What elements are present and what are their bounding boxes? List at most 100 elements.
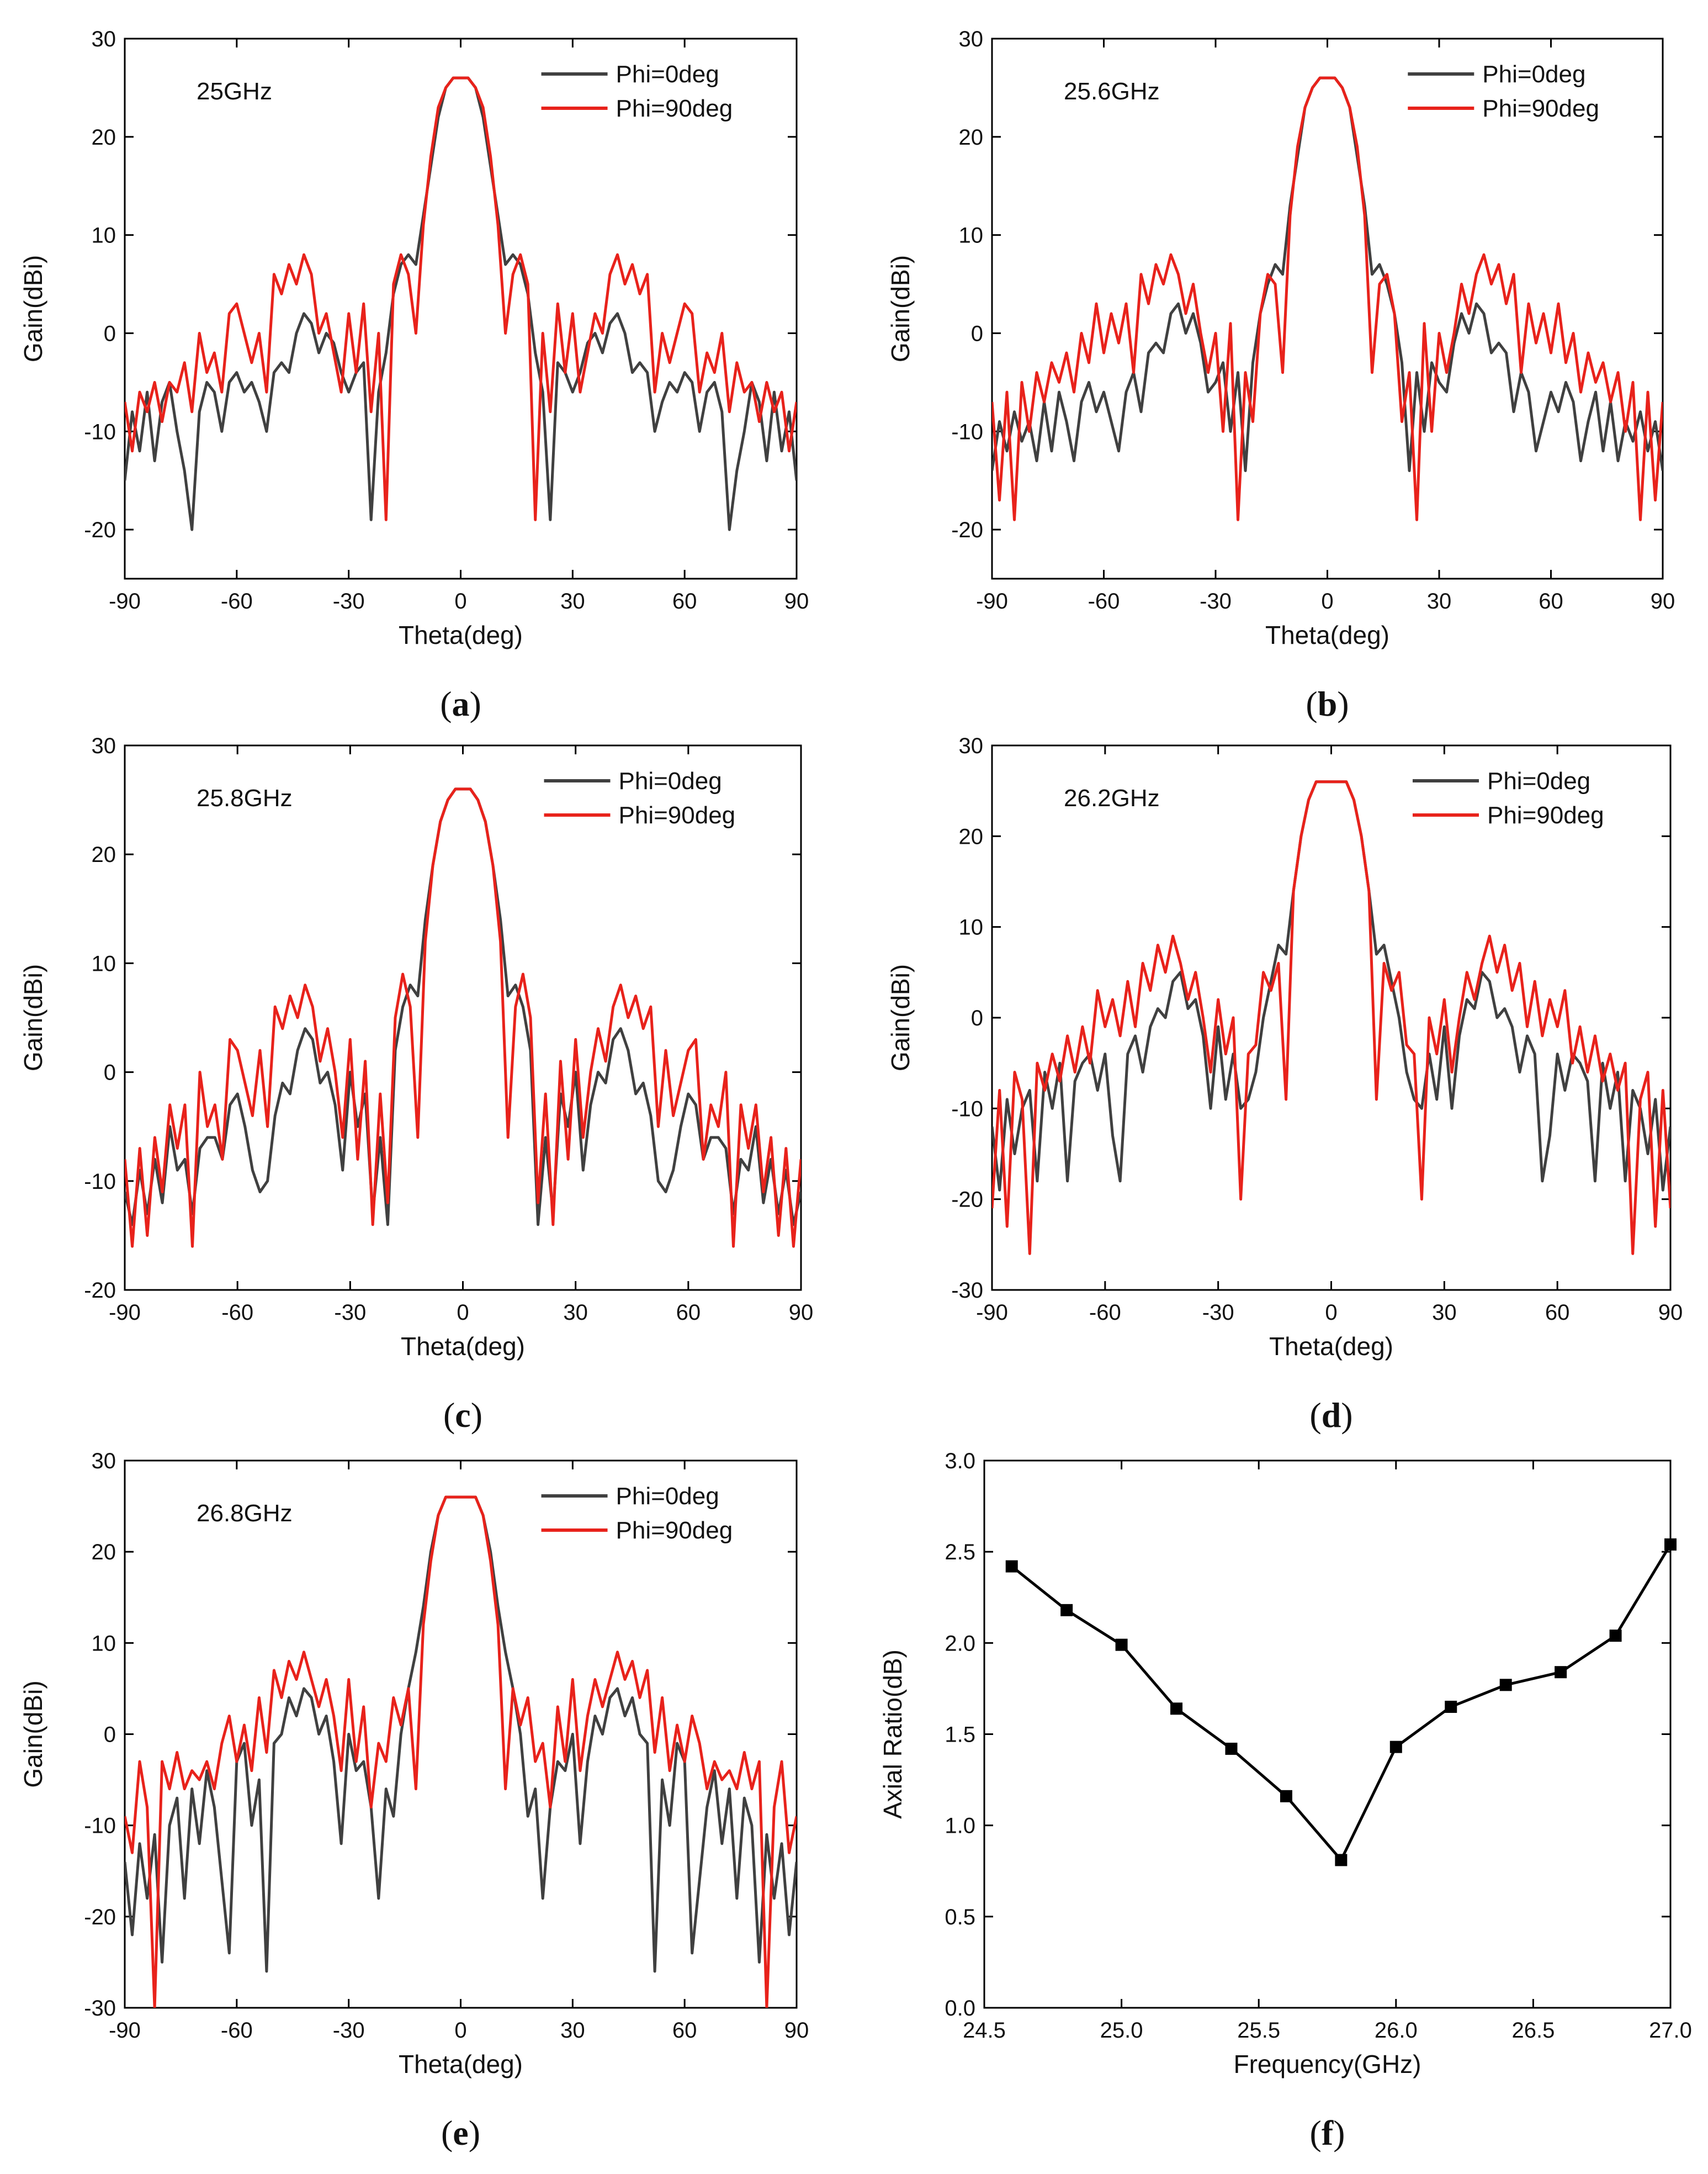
x-tick-label: 90 <box>789 1300 814 1325</box>
x-tick-label: 90 <box>1651 589 1675 613</box>
x-tick-label: -90 <box>976 589 1008 613</box>
panel-label-open: ( <box>1310 2113 1322 2152</box>
panel-label: (d) <box>1309 1395 1352 1435</box>
y-tick-label: -10 <box>84 420 116 444</box>
x-tick-label: -30 <box>333 589 365 613</box>
y-tick-label: 0.5 <box>945 1905 975 1929</box>
data-point <box>1389 1741 1402 1753</box>
panel-d: -90 -60 -30 0 30 60 90 -30 -20 -10 0 10 20 30 Theta(de… <box>886 734 1683 1435</box>
x-tick-label: 26.5 <box>1511 2018 1555 2043</box>
y-tick-label: -20 <box>951 1188 983 1212</box>
legend-entry: Phi=90deg <box>616 1517 733 1544</box>
x-tick-label: -90 <box>109 589 141 613</box>
panel-label-letter: b <box>1318 684 1338 723</box>
series-line-phi-90deg <box>125 1495 797 2008</box>
data-point <box>1280 1790 1292 1802</box>
x-tick-label: -30 <box>1202 1300 1234 1325</box>
y-tick-label: -20 <box>951 518 983 542</box>
data-point <box>1664 1538 1677 1551</box>
plot-frame <box>983 1459 1672 2009</box>
y-tick-label: 1.0 <box>945 1814 975 1838</box>
data-point <box>1225 1742 1238 1755</box>
y-tick-label: -30 <box>951 1278 983 1303</box>
y-tick-label: 20 <box>92 125 116 150</box>
x-tick-label: -60 <box>221 2018 253 2043</box>
y-axis-title: Gain(dBi) <box>19 1680 47 1787</box>
x-tick-label: -60 <box>221 589 253 613</box>
x-tick-label: 30 <box>563 1300 588 1325</box>
x-axis-title: Theta(deg) <box>399 2050 523 2078</box>
panel-label-close: ) <box>1341 1395 1352 1435</box>
y-tick-label: 3.0 <box>945 1449 975 1473</box>
x-tick-label: 60 <box>1539 589 1563 613</box>
x-tick-label: -90 <box>109 1300 141 1325</box>
panel-f: 24.5 25.0 25.5 26.0 26.5 27.0 0.0 0.5 1.0 1.5 2.0 2… <box>878 1449 1692 2152</box>
y-tick-label: -20 <box>84 1905 116 1929</box>
y-tick-label: 20 <box>92 843 116 867</box>
x-tick-label: -30 <box>333 2018 365 2043</box>
legend-entry: Phi=0deg <box>616 61 719 88</box>
frequency-label: 25GHz <box>197 78 272 105</box>
legend-entry: Phi=0deg <box>619 768 722 795</box>
data-point <box>1335 1854 1348 1866</box>
y-tick-label: -10 <box>84 1170 116 1194</box>
x-tick-label: -60 <box>1089 1300 1121 1325</box>
panel-label-close: ) <box>470 684 481 723</box>
series-line-phi-90deg <box>125 76 797 521</box>
x-tick-label: 25.0 <box>1100 2018 1143 2043</box>
x-tick-label: 60 <box>676 1300 701 1325</box>
x-axis-title: Theta(deg) <box>1265 621 1389 649</box>
y-axis-title: Gain(dBi) <box>886 964 915 1071</box>
x-tick-label: -30 <box>1200 589 1232 613</box>
x-tick-label: 0 <box>454 589 466 613</box>
y-tick-label: 0.0 <box>945 1996 975 2020</box>
panel-label: (f) <box>1310 2113 1345 2152</box>
panel-label: (b) <box>1306 684 1349 723</box>
panel-label-open: ( <box>443 1395 455 1435</box>
panel-label: (e) <box>441 2113 480 2152</box>
legend-entry: Phi=90deg <box>1487 802 1604 829</box>
x-tick-label: 25.5 <box>1237 2018 1280 2043</box>
x-tick-label: 30 <box>560 589 585 613</box>
panel-label-open: ( <box>441 2113 453 2152</box>
legend-entry: Phi=90deg <box>1482 95 1599 122</box>
y-tick-label: -10 <box>951 1097 983 1121</box>
x-axis-title: Frequency(GHz) <box>1234 2050 1421 2078</box>
plot-area <box>125 787 801 1248</box>
y-tick-label: 20 <box>959 125 984 150</box>
panel-label-open: ( <box>1309 1395 1321 1435</box>
y-tick-label: 2.5 <box>945 1540 975 1564</box>
x-tick-label: 90 <box>1658 1300 1683 1325</box>
y-tick-label: 10 <box>959 916 984 940</box>
panel-e: -90 -60 -30 0 30 60 90 -30 -20 -10 0 10 20 30 Theta(de… <box>19 1449 809 2152</box>
plot-area <box>992 780 1670 1255</box>
y-tick-label: 0 <box>971 1006 983 1030</box>
x-tick-label: -60 <box>221 1300 253 1325</box>
x-tick-label: 30 <box>560 2018 585 2043</box>
x-tick-label: 27.0 <box>1649 2018 1692 2043</box>
x-tick-label: 60 <box>1545 1300 1570 1325</box>
series-line-phi-90deg <box>992 76 1663 521</box>
x-tick-label: 30 <box>1432 1300 1457 1325</box>
panel-label-open: ( <box>440 684 452 723</box>
x-tick-label: -60 <box>1088 589 1120 613</box>
frequency-label: 26.2GHz <box>1064 785 1160 812</box>
panel-label: (a) <box>440 684 481 723</box>
panel-label-close: ) <box>1337 684 1349 723</box>
series-line-axial-ratio <box>1011 1543 1670 1861</box>
panel-a: -90 -60 -30 0 30 60 90 -20 -10 0 10 20 30 Theta(deg) G… <box>19 27 809 723</box>
y-tick-label: 30 <box>92 734 116 758</box>
plot-area <box>125 76 797 531</box>
series-line-phi-90deg <box>125 787 801 1248</box>
y-tick-label: 0 <box>104 1723 116 1747</box>
panel-label-close: ) <box>471 1395 482 1435</box>
y-axis-title: Gain(dBi) <box>886 255 915 362</box>
y-tick-label: 0 <box>104 321 116 346</box>
y-tick-label: 30 <box>959 27 984 51</box>
data-point <box>1060 1604 1073 1616</box>
panel-label-letter: d <box>1322 1395 1341 1435</box>
legend-entry: Phi=90deg <box>616 95 733 122</box>
x-tick-label: 60 <box>672 2018 697 2043</box>
data-point <box>1609 1630 1622 1642</box>
